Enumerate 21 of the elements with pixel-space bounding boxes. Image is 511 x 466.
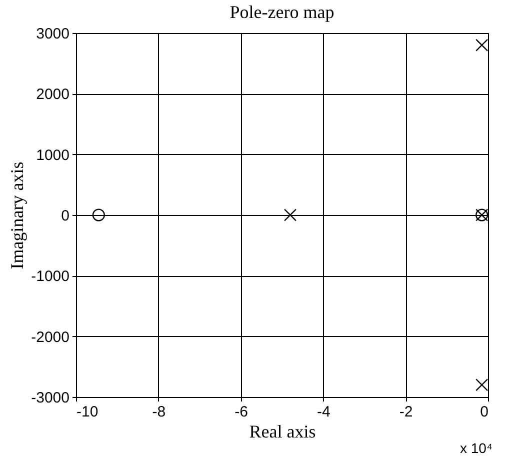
y-tick-label: 2000 — [36, 86, 70, 104]
y-tick-label: -2000 — [31, 328, 70, 346]
text: x 10⁴ — [460, 440, 492, 456]
x-tick-label: -4 — [317, 404, 330, 420]
x-tick-label: 0 — [480, 404, 488, 420]
x-tick-label: -2 — [399, 404, 413, 420]
y-tick-label: 3000 — [36, 26, 70, 42]
y-tick-label: -3000 — [31, 390, 70, 406]
y-tick-label: 1000 — [36, 146, 70, 164]
point — [476, 38, 488, 52]
chart-title: Pole-zero map — [230, 2, 334, 22]
point — [92, 208, 105, 222]
y-axis-title: Imaginary axis — [7, 162, 28, 270]
y-tick-label: 0 — [61, 208, 70, 224]
point — [476, 378, 488, 392]
x-tick-label: -6 — [234, 404, 248, 420]
x-tick-label: -8 — [152, 404, 166, 420]
x-tick-label: -10 — [76, 404, 98, 420]
point — [284, 208, 297, 222]
y-tick-label: -1000 — [31, 268, 70, 286]
x-axis-title: Real axis — [249, 422, 316, 442]
